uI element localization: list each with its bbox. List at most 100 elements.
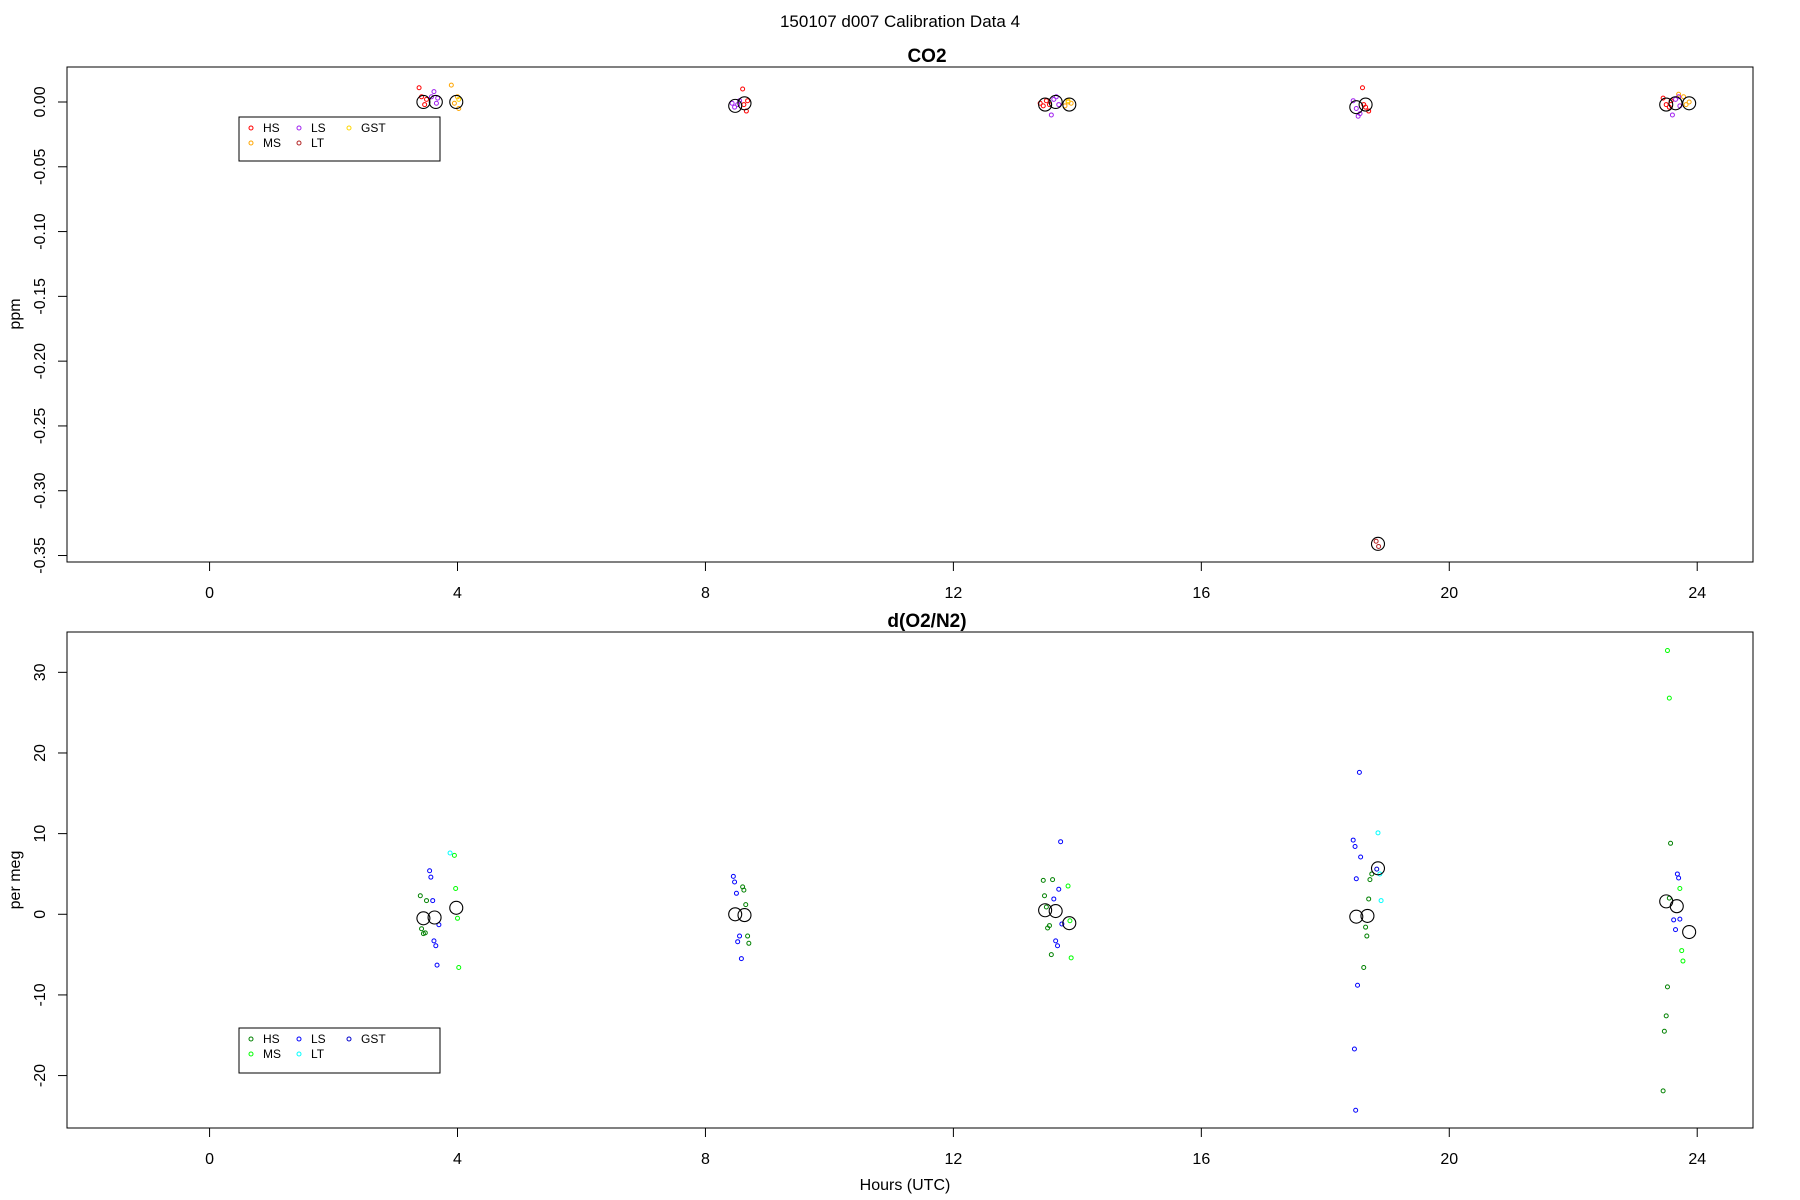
co2-x-tick-label: 16 bbox=[1192, 585, 1210, 602]
co2-point-gst bbox=[456, 96, 462, 102]
co2-point-ms bbox=[1686, 99, 1692, 105]
co2-y-tick-label: -0.05 bbox=[32, 148, 49, 185]
o2n2-point-ls bbox=[1355, 982, 1361, 988]
co2-point-ms bbox=[448, 82, 454, 88]
o2n2-legend-marker-ls bbox=[296, 1036, 302, 1042]
o2n2-data-points bbox=[416, 648, 1697, 1113]
co2-mean-point bbox=[1048, 94, 1063, 110]
o2n2-legend-box bbox=[238, 1027, 441, 1074]
o2n2-x-axis-label: Hours (UTC) bbox=[860, 1177, 951, 1194]
o2n2-point-hs bbox=[1363, 924, 1369, 930]
o2n2-point-lt bbox=[1378, 898, 1384, 904]
co2-legend-marker-ms bbox=[248, 140, 254, 146]
co2-point-ls bbox=[729, 100, 735, 106]
co2-point-ls bbox=[428, 94, 434, 100]
co2-point-lt bbox=[1373, 538, 1379, 544]
o2n2-point-hs bbox=[1664, 984, 1670, 990]
o2n2-point-ls bbox=[1051, 896, 1057, 902]
o2n2-legend-marker-gst bbox=[346, 1036, 352, 1042]
co2-y-tick-label: -0.10 bbox=[32, 213, 49, 250]
co2-y-tick-label: -0.35 bbox=[32, 537, 49, 574]
co2-legend-label-ls: LS bbox=[311, 121, 326, 135]
o2n2-y-tick-label: 0 bbox=[32, 910, 49, 919]
o2n2-legend-marker-hs bbox=[248, 1036, 254, 1042]
o2n2-point-lt bbox=[447, 850, 453, 856]
o2n2-mean-point bbox=[1062, 916, 1077, 931]
co2-x-tick-label: 0 bbox=[205, 585, 214, 602]
o2n2-point-ls bbox=[730, 873, 736, 879]
o2n2-point-ms bbox=[1067, 918, 1073, 924]
co2-point-ls bbox=[732, 104, 738, 110]
o2n2-point-ls bbox=[1358, 854, 1364, 860]
o2n2-point-ls bbox=[1055, 943, 1061, 949]
co2-mean-point bbox=[728, 98, 743, 113]
co2-legend-marker-ls bbox=[296, 125, 302, 131]
o2n2-point-hs bbox=[1364, 933, 1370, 939]
o2n2-point-ls bbox=[430, 898, 436, 904]
o2n2-point-hs bbox=[419, 926, 425, 932]
co2-point-ls bbox=[431, 89, 437, 95]
o2n2-point-ms bbox=[1065, 883, 1071, 889]
o2n2-point-ls bbox=[428, 874, 434, 880]
o2n2-legend-marker-ms bbox=[248, 1051, 254, 1057]
o2n2-x-tick-label: 12 bbox=[944, 1151, 962, 1168]
o2n2-point-hs bbox=[741, 887, 747, 893]
o2n2-point-hs bbox=[1046, 923, 1052, 929]
o2n2-point-hs bbox=[1048, 952, 1054, 958]
o2n2-point-hs bbox=[1661, 1028, 1667, 1034]
o2n2-mean-point bbox=[1360, 908, 1375, 923]
o2n2-point-hs bbox=[1668, 840, 1674, 846]
o2n2-point-hs bbox=[743, 902, 749, 908]
co2-legend-label-lt: LT bbox=[311, 136, 325, 150]
co2-y-tick-label: -0.30 bbox=[32, 472, 49, 509]
co2-mean-point bbox=[1358, 97, 1373, 112]
o2n2-point-ls bbox=[1352, 844, 1358, 850]
o2n2-point-ls bbox=[738, 956, 744, 962]
o2n2-mean-point bbox=[1038, 903, 1053, 918]
o2n2-point-hs bbox=[745, 933, 751, 939]
o2n2-x-tick-label: 20 bbox=[1440, 1151, 1458, 1168]
co2-point-hs bbox=[1040, 103, 1046, 109]
co2-point-hs bbox=[740, 86, 746, 92]
o2n2-mean-point bbox=[1669, 899, 1684, 914]
o2n2-mean-point bbox=[728, 907, 743, 922]
co2-legend-label-ms: MS bbox=[263, 136, 281, 150]
o2n2-point-hs bbox=[422, 930, 428, 936]
o2n2-point-hs bbox=[1663, 1013, 1669, 1019]
co2-y-tick-label: 0.00 bbox=[32, 86, 49, 117]
co2-y-tick-label: -0.15 bbox=[32, 278, 49, 315]
o2n2-mean-point bbox=[1349, 909, 1364, 924]
o2n2-point-ms bbox=[1677, 885, 1683, 891]
o2n2-legend-label-lt: LT bbox=[311, 1047, 325, 1061]
co2-mean-point bbox=[1668, 96, 1683, 111]
co2-point-ls bbox=[1048, 112, 1054, 118]
co2-mean-point bbox=[1038, 97, 1053, 112]
co2-point-ms bbox=[1068, 100, 1074, 106]
o2n2-point-hs bbox=[1660, 1088, 1666, 1094]
o2n2-point-hs bbox=[1366, 896, 1372, 902]
o2n2-point-hs bbox=[424, 898, 430, 904]
o2n2-point-ls bbox=[735, 939, 741, 945]
co2-point-hs bbox=[416, 85, 422, 91]
o2n2-point-ls bbox=[1671, 917, 1677, 923]
o2n2-y-tick-label: -20 bbox=[32, 1064, 49, 1087]
co2-point-ls bbox=[1353, 105, 1359, 111]
o2n2-point-ls bbox=[427, 868, 433, 874]
o2n2-point-ls bbox=[1676, 875, 1682, 881]
co2-axes: 0 4 8 12 16 20 24 0.00 -0.05 -0.10 -0.15 -0.20 -0.25… bbox=[32, 86, 1706, 602]
co2-point-ls bbox=[1673, 96, 1679, 102]
o2n2-point-ms bbox=[455, 915, 461, 921]
co2-data-points bbox=[416, 82, 1697, 551]
o2n2-point-hs bbox=[1367, 877, 1373, 883]
o2n2-point-hs bbox=[1361, 965, 1367, 971]
o2n2-x-tick-label: 16 bbox=[1192, 1151, 1210, 1168]
co2-point-hs bbox=[1663, 102, 1669, 108]
o2n2-point-ls bbox=[1351, 1046, 1357, 1052]
co2-panel-title: CO2 bbox=[907, 46, 946, 67]
o2n2-point-ls bbox=[1356, 769, 1362, 775]
o2n2-point-hs bbox=[1040, 877, 1046, 883]
co2-point-hs bbox=[1043, 98, 1049, 104]
co2-point-lt bbox=[1376, 543, 1382, 549]
co2-point-hs bbox=[424, 96, 430, 102]
